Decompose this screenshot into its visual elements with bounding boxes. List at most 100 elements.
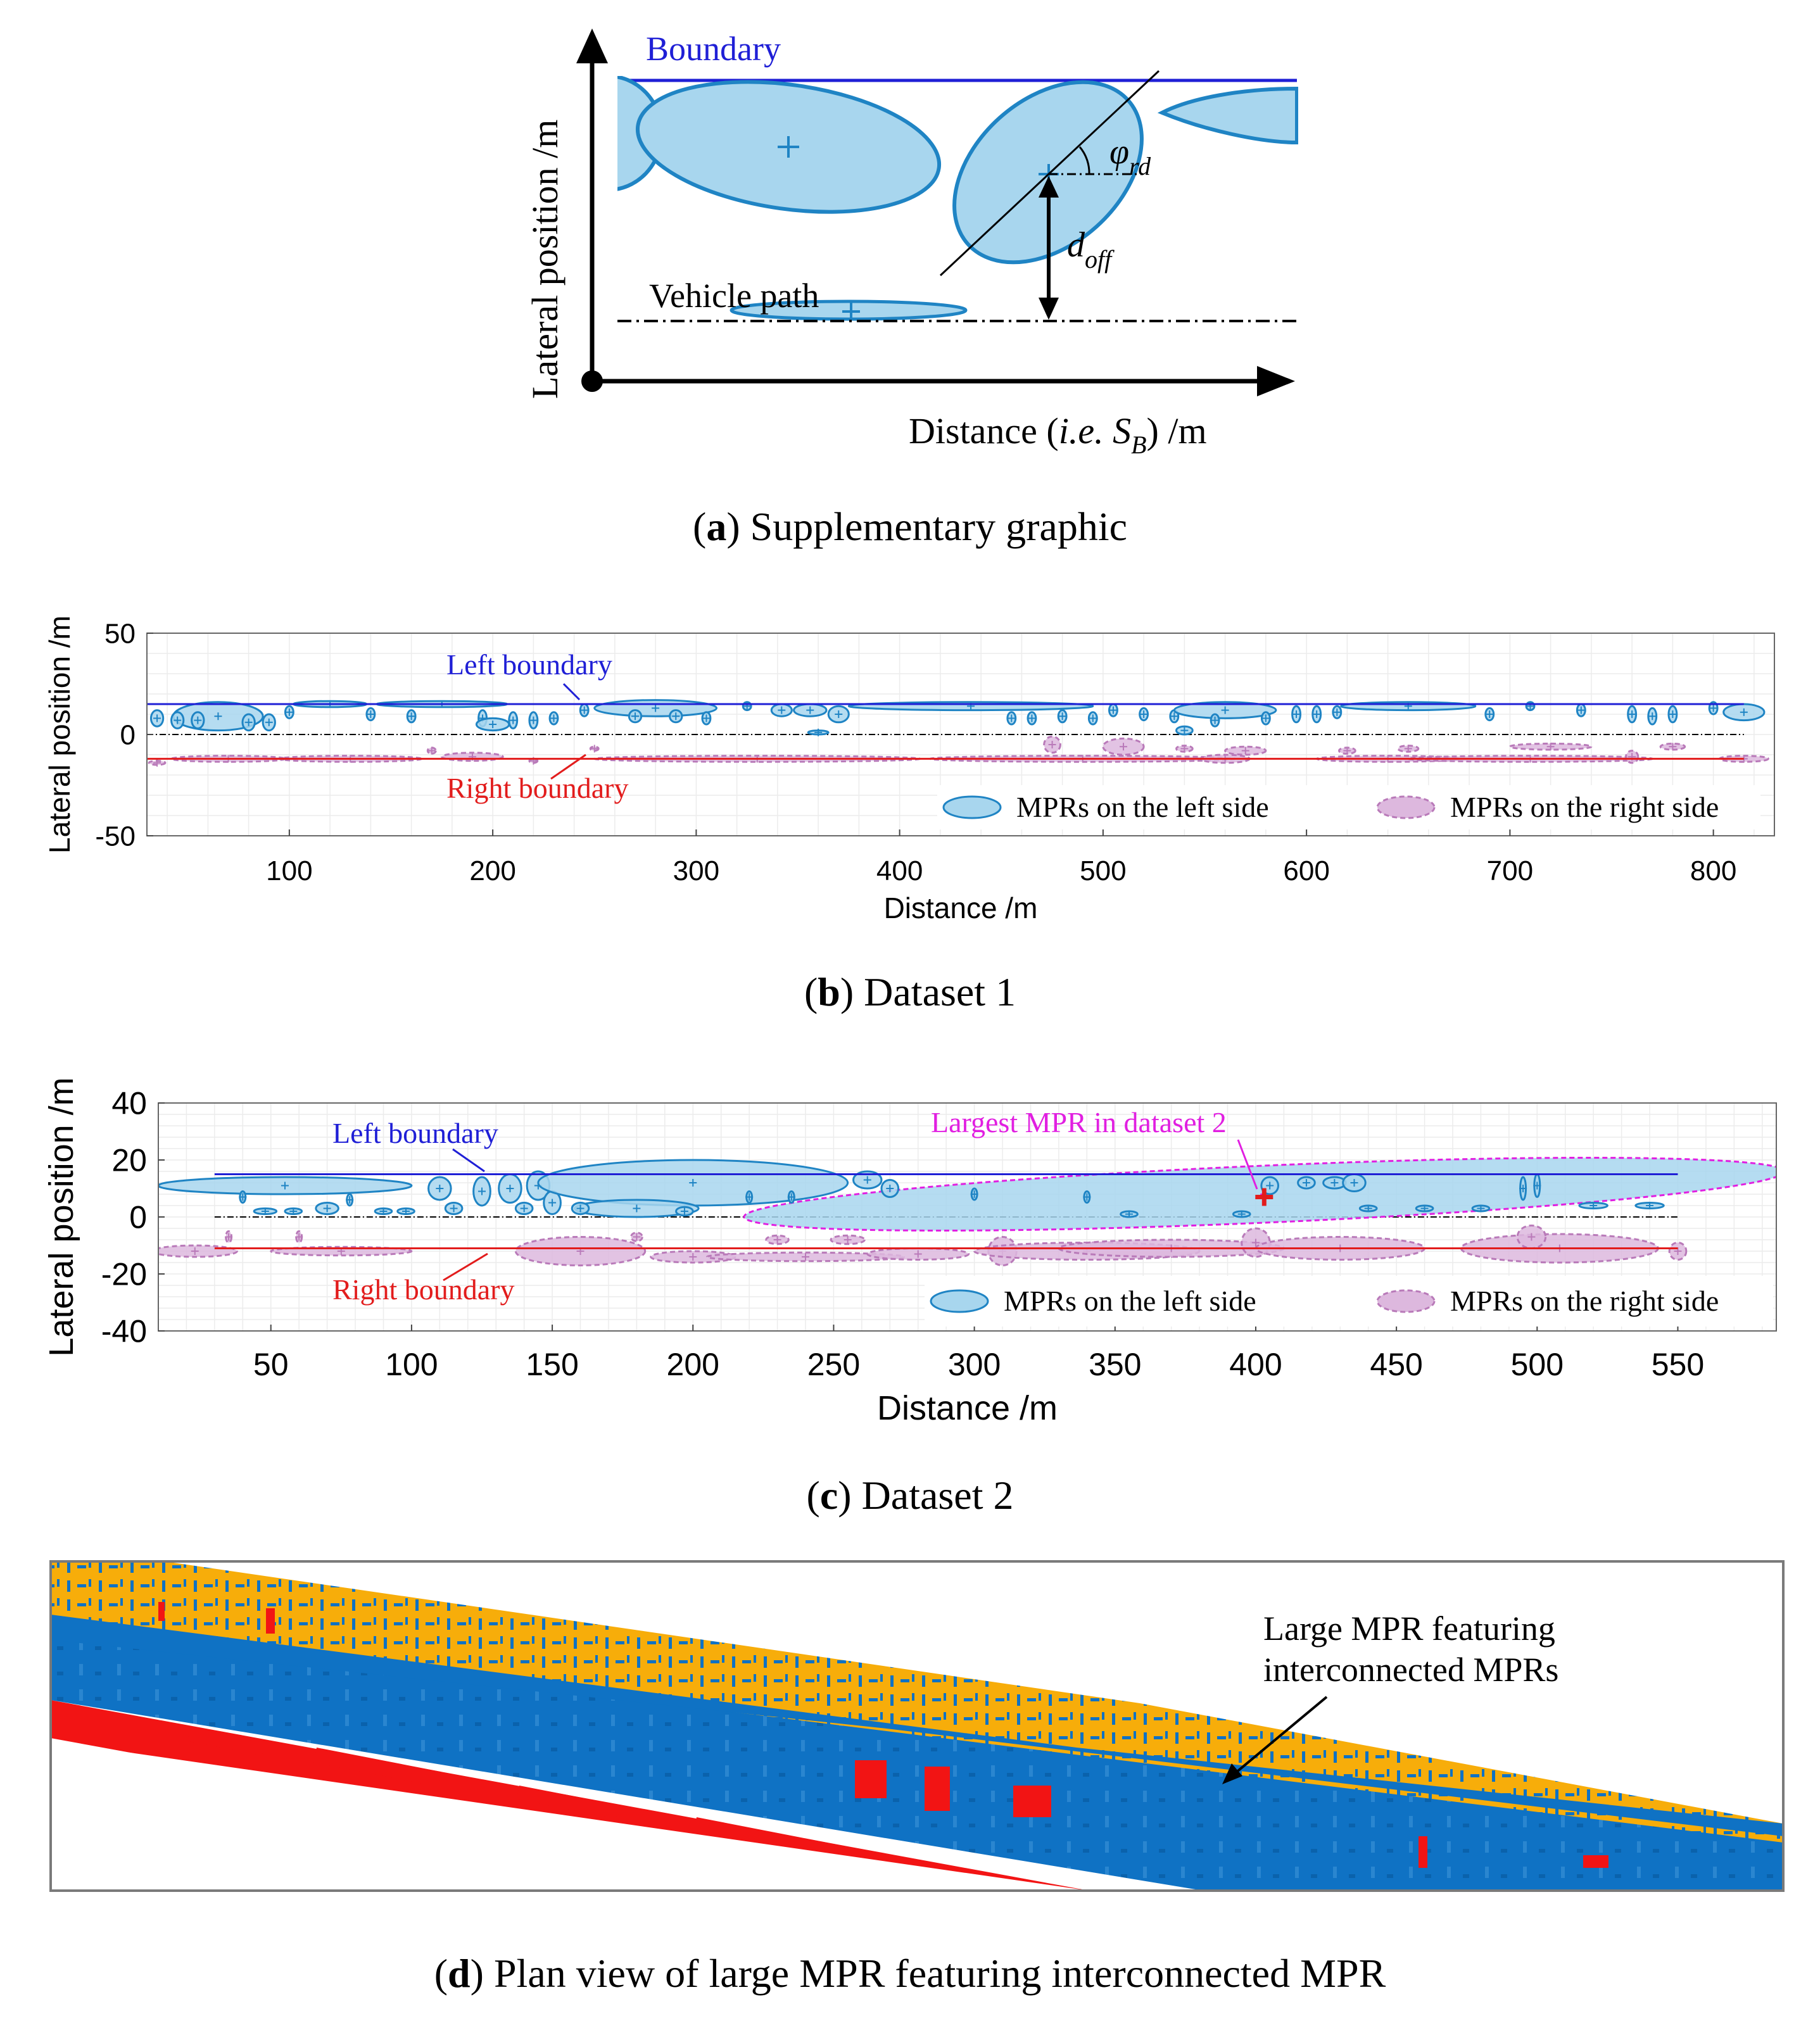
x-tick-label: 250 xyxy=(807,1347,860,1382)
chart-dataset-2: 50 100 150 200 250 300 350 400 450 500 550 -40 -20 0 2… xyxy=(42,1077,1777,1427)
mpr-centroid-marker xyxy=(265,718,273,726)
right-boundary-annotation: Right boundary xyxy=(446,772,628,804)
left-boundary-annotation: Left boundary xyxy=(332,1117,498,1149)
mpr-centroid-marker xyxy=(509,716,517,724)
mpr-centroid-marker xyxy=(1125,1210,1133,1218)
x-tick-label: 700 xyxy=(1487,855,1533,886)
mpr-centroid-marker xyxy=(1083,1193,1091,1201)
plan-background-lower xyxy=(51,1741,1089,1891)
mpr-centroid-marker xyxy=(529,716,538,724)
angle-label: φrd xyxy=(1109,132,1151,180)
mpr-centroid-marker xyxy=(1048,741,1056,748)
mpr-centroid-marker xyxy=(1420,1204,1429,1213)
x-tick-label: 300 xyxy=(673,855,719,886)
mpr-centroid-marker xyxy=(672,712,680,721)
offset-arrowhead-top xyxy=(1039,176,1059,198)
mpr-centroid-marker xyxy=(1237,1210,1246,1218)
offset-label: doff xyxy=(1067,225,1115,274)
mpr-centroid-marker xyxy=(281,1182,289,1190)
mpr-centroid-marker xyxy=(225,1233,233,1241)
x-tick-label: 350 xyxy=(1089,1347,1141,1382)
offset-arrowhead-bottom xyxy=(1039,298,1059,320)
plan-annotation-arrow xyxy=(1230,1696,1328,1777)
left-boundary-annotation-arrow xyxy=(562,683,581,701)
centroid-marker xyxy=(778,136,799,158)
y-tick-label: -20 xyxy=(101,1257,147,1292)
angle-arc xyxy=(1078,146,1090,175)
mpr-centroid-marker xyxy=(1313,710,1321,718)
mpr-centroid-marker xyxy=(814,728,823,736)
mpr-centroid-marker xyxy=(1140,710,1148,718)
mpr-centroid-marker xyxy=(970,1190,978,1198)
origin-dot xyxy=(581,370,603,392)
x-tick-label: 800 xyxy=(1690,855,1736,886)
mpr-centroid-marker xyxy=(580,706,588,714)
mpr-centroid-marker xyxy=(1628,710,1636,718)
legend-left-label: MPRs on the left side xyxy=(1016,791,1269,823)
mpr-centroid-marker xyxy=(802,1253,809,1261)
mpr-centroid-marker xyxy=(1577,706,1585,714)
mpr-centroid-marker xyxy=(844,1236,852,1244)
y-tick-label: 40 xyxy=(111,1086,147,1121)
centroid-marker xyxy=(842,303,860,320)
right-boundary-annotation-arrow xyxy=(443,1252,488,1282)
mpr-centroid-marker xyxy=(1008,714,1016,722)
mpr-centroid-marker xyxy=(787,1193,795,1201)
mpr-centroid-marker xyxy=(520,1204,528,1213)
legend-box xyxy=(925,1276,1773,1327)
mpr-centroid-marker xyxy=(1266,1182,1274,1190)
mpr-centroid-marker xyxy=(1221,706,1229,714)
mpr-centroid-marker xyxy=(633,1204,641,1213)
legend-left-swatch xyxy=(942,795,1002,819)
mpr-centroid-marker xyxy=(407,712,415,721)
largest-mpr-annotation-arrow xyxy=(1237,1139,1258,1190)
y-axis-label: Lateral position /m xyxy=(42,1077,80,1356)
mpr-centroid-marker xyxy=(835,710,843,718)
mpr-centroid-marker xyxy=(550,714,558,722)
panel-c: 50 100 150 200 250 300 350 400 450 500 550 -40 -20 0 2… xyxy=(0,1051,1820,1444)
mpr-centroid-marker xyxy=(489,721,497,728)
mpr-centroid-marker xyxy=(1740,708,1748,716)
mpr-centroid-marker xyxy=(745,1193,754,1201)
mpr-centroid-marker xyxy=(1261,714,1270,722)
caption-a: (a) Supplementary graphic xyxy=(693,504,1127,549)
mpr-centroid-marker xyxy=(576,1204,585,1213)
panel-a: Boundary φrd doff xyxy=(0,0,1820,570)
mpr-centroid-marker xyxy=(1241,747,1249,755)
mpr-centroid-marker xyxy=(402,1207,410,1215)
mpr-centroid-marker xyxy=(450,1204,458,1213)
x-tick-label: 50 xyxy=(253,1347,289,1382)
mpr-centroid-marker xyxy=(478,1187,486,1195)
mpr-centroid-marker xyxy=(1709,704,1717,712)
mpr-centroid-marker xyxy=(239,1193,247,1201)
mpr-centroid-marker xyxy=(1333,708,1341,716)
mpr-centroid-marker xyxy=(773,1236,781,1244)
mpr-centroid-marker xyxy=(1404,745,1412,753)
mpr-centroid-marker xyxy=(863,1176,871,1184)
right-boundary-annotation: Right boundary xyxy=(332,1273,514,1306)
plan-view-image: Large MPR featuring interconnected MPRs xyxy=(49,1560,1785,1892)
y-tick-label: 0 xyxy=(120,719,136,750)
mpr-centroid-marker xyxy=(1251,1238,1260,1247)
legend-right-label: MPRs on the right side xyxy=(1450,791,1719,823)
plan-annotation-arrowhead xyxy=(1222,1763,1242,1784)
mpr-centroid-marker xyxy=(1292,710,1301,718)
mpr-centroid-marker xyxy=(1350,1179,1358,1187)
mpr-centroid-marker xyxy=(289,1207,298,1215)
mpr-centroid-marker xyxy=(153,714,161,722)
mpr-centroid-marker xyxy=(1527,1233,1536,1241)
x-tick-label: 550 xyxy=(1652,1347,1704,1382)
caption-b: (b) Dataset 1 xyxy=(804,969,1016,1014)
mpr-centroid-marker xyxy=(1364,1204,1372,1213)
mpr-centroid-marker xyxy=(1477,1204,1485,1213)
mpr-centroid-marker xyxy=(1170,712,1179,721)
mpr-centroid-marker xyxy=(1211,716,1219,724)
x-axis-label: Distance (i.e. SB) /m xyxy=(909,410,1207,459)
mpr-centroid-marker xyxy=(1646,1202,1654,1209)
x-axis-arrowhead xyxy=(1257,366,1295,396)
left-boundary-annotation-arrow xyxy=(452,1148,485,1173)
mpr-centroid-marker xyxy=(346,1196,354,1204)
mpr-centroid-marker xyxy=(1589,1202,1598,1209)
y-tick-label: 20 xyxy=(111,1143,147,1178)
plan-view-border xyxy=(49,1560,1785,1892)
